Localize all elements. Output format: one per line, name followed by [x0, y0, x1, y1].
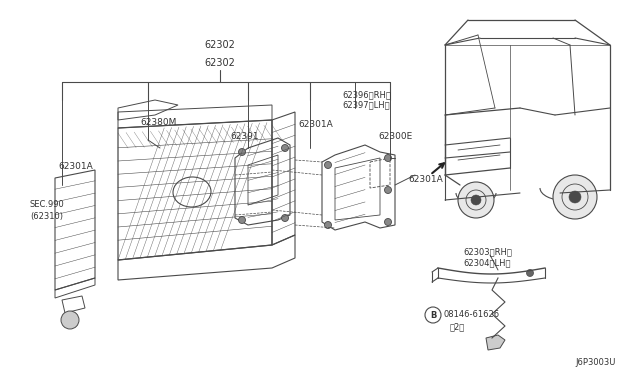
- Text: 62304〈LH〉: 62304〈LH〉: [463, 258, 511, 267]
- Circle shape: [282, 215, 289, 221]
- Circle shape: [553, 175, 597, 219]
- Text: 62380M: 62380M: [140, 118, 177, 127]
- Circle shape: [239, 217, 246, 224]
- Text: (62310): (62310): [30, 212, 63, 221]
- Text: B: B: [430, 311, 436, 320]
- Circle shape: [282, 144, 289, 151]
- Text: 62303〈RH〉: 62303〈RH〉: [463, 247, 512, 256]
- Circle shape: [385, 186, 392, 193]
- Text: SEC.990: SEC.990: [30, 200, 65, 209]
- Text: 62302: 62302: [205, 58, 236, 68]
- Circle shape: [324, 221, 332, 228]
- Circle shape: [239, 148, 246, 155]
- Text: 62302: 62302: [205, 40, 236, 50]
- Circle shape: [385, 218, 392, 225]
- Circle shape: [458, 182, 494, 218]
- Circle shape: [61, 311, 79, 329]
- Text: 62396〈RH〉: 62396〈RH〉: [342, 90, 391, 99]
- Text: 08146-61626: 08146-61626: [443, 310, 499, 319]
- Circle shape: [569, 191, 581, 203]
- Circle shape: [471, 195, 481, 205]
- Text: 〈2〉: 〈2〉: [450, 322, 465, 331]
- Text: 62391: 62391: [230, 132, 259, 141]
- Circle shape: [385, 154, 392, 161]
- Circle shape: [527, 269, 534, 276]
- Text: J6P3003U: J6P3003U: [575, 358, 616, 367]
- Text: 62397〈LH〉: 62397〈LH〉: [342, 100, 390, 109]
- Text: 62301A: 62301A: [58, 162, 93, 171]
- Text: 62301A: 62301A: [298, 120, 333, 129]
- Text: 62300E: 62300E: [378, 132, 412, 141]
- Polygon shape: [486, 335, 505, 350]
- Text: 62301A: 62301A: [408, 175, 443, 184]
- Circle shape: [324, 161, 332, 169]
